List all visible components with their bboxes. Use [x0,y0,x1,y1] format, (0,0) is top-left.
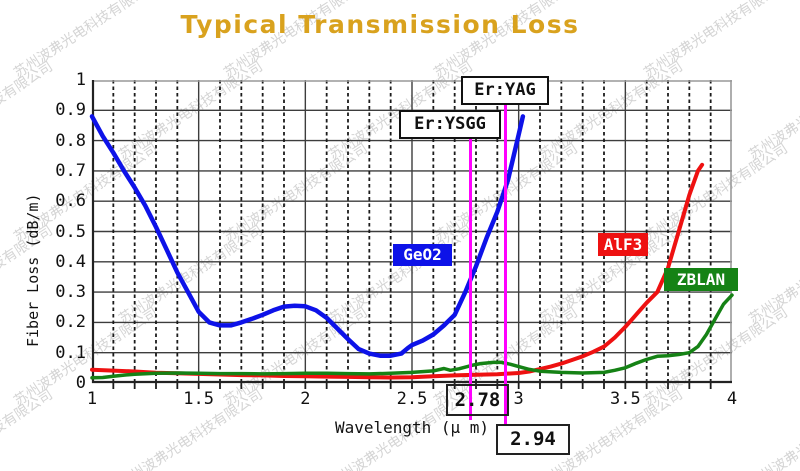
marker-value-2-78: 2.78 [446,384,509,416]
curve-geo2 [89,114,526,358]
annotation-er-ysgg: Er:YSGG [399,110,501,139]
y-tick-0.6: 0.6 [55,191,86,212]
y-tick-0.7: 0.7 [55,160,86,181]
curve-alf3 [90,162,705,380]
watermark-text: 苏州波弗光电科技有限公司 [746,222,800,328]
y-tick-1: 1 [75,70,86,90]
y-tick-0.1: 0.1 [55,342,86,363]
watermark-text: 苏州波弗光电科技有限公司 [746,58,800,164]
series-label-zblan: ZBLAN [664,268,738,291]
x-tick-4: 4 [726,389,738,409]
marker-value-2-94: 2.94 [496,424,570,455]
watermark-text: 苏州波弗光电科技有限公司 [0,386,56,471]
y-tick-0.3: 0.3 [55,282,86,303]
x-tick-3: 3 [513,389,524,409]
x-tick-1.5: 1.5 [183,389,215,409]
series-label-geo2: GeO2 [393,244,452,266]
annotation-er-yag: Er:YAG [461,76,549,105]
watermark-text: 苏州波弗光电科技有限公司 [641,0,791,82]
x-axis-label: Wavelength (μ m) [334,418,490,437]
series-label-alf3: AlF3 [598,233,648,256]
y-tick-0: 0 [75,373,86,393]
x-tick-3.5: 3.5 [609,389,641,409]
marker-line-2-78 [469,135,472,420]
y-tick-0.4: 0.4 [55,251,86,272]
marker-line-2-94 [504,101,507,424]
x-tick-2.5: 2.5 [396,389,428,409]
y-tick-0.8: 0.8 [55,130,86,151]
curve-zblan [90,293,734,380]
y-tick-0.2: 0.2 [55,312,86,333]
x-tick-2: 2 [300,389,311,409]
x-tick-1: 1 [86,389,98,409]
chart-title: Typical Transmission Loss [180,10,580,39]
y-tick-0.9: 0.9 [55,100,86,121]
y-tick-0.5: 0.5 [55,221,86,242]
plot-area [89,80,734,389]
